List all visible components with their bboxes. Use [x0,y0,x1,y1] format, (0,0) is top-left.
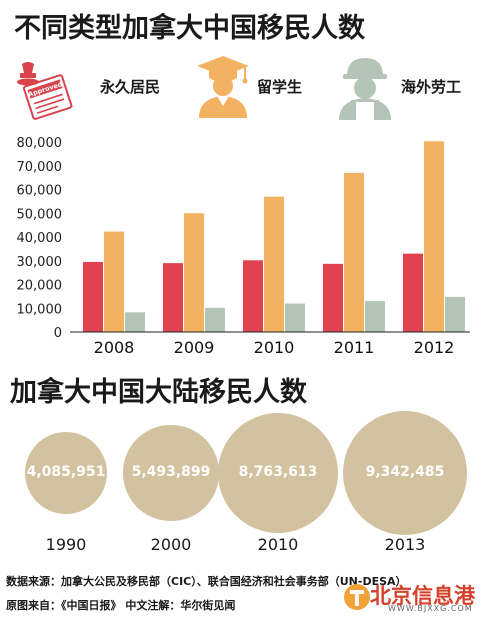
bubble-value-label: 9,342,485 [365,464,445,480]
y-tick-label: 50,000 [17,207,63,222]
bar-2010-series-0 [243,260,263,332]
y-tick-label: 60,000 [17,184,63,199]
bar-chart: 0 10,000 20,000 30,000 40,000 50,000 60,000 70,… [17,136,470,357]
bubble-2013 [343,411,467,535]
bar-2012-series-0 [403,253,423,332]
bar-2012-series-1 [424,141,444,332]
watermark-url: WWW.BJXXG.COM [388,604,473,613]
bubble-year-label: 1990 [45,535,87,554]
bar-2008-series-0 [83,261,103,332]
bubble-2000 [123,425,219,521]
x-tick-label: 2010 [254,338,295,357]
stamp-document-icon: Approved [17,62,73,120]
bar-2011-series-0 [323,263,343,332]
bubble-value-label: 4,085,951 [26,464,106,480]
section-title: 加拿大中国大陆移民人数 [10,377,307,408]
bar-2010-series-1 [264,196,284,332]
y-tick-label: 70,000 [17,160,63,175]
bubble-year-label: 2000 [150,535,192,554]
graduate-icon [197,56,249,118]
bubble-value-label: 5,493,899 [131,464,211,480]
bar-2011-series-1 [344,172,364,332]
y-tick-label: 30,000 [17,255,63,270]
x-tick-label: 2012 [414,338,455,357]
page-title: 不同类型加拿大中国移民人数 [14,13,365,44]
bubble-2010 [217,412,339,534]
bar-2012-series-2 [445,296,465,332]
source-credit: 原图来自：《中国日报》 中文注解：华尔街见闻 [6,599,236,612]
bubble-year-label: 2010 [257,535,299,554]
x-tick-label: 2008 [94,338,135,357]
bar-2009-series-1 [184,213,204,332]
x-tick-label: 2009 [174,338,215,357]
bar-2008-series-1 [104,231,124,332]
y-tick-label: 10,000 [17,302,63,317]
legend-item-foreign-worker: 海外劳工 [337,58,492,120]
watermark-logo: 北京信息港 WWW.BJXXG.COM [340,578,490,618]
worker-helmet-icon [339,58,391,120]
legend-label: 永久居民 [100,78,161,96]
logo-icon [344,584,370,610]
legend-label: 海外劳工 [401,78,462,96]
y-tick-label: 40,000 [17,231,63,246]
bubble-year-label: 2013 [384,535,426,554]
bar-2011-series-2 [365,301,385,332]
y-tick-label: 0 [54,326,62,341]
y-tick-label: 20,000 [17,279,63,294]
legend-label: 留学生 [257,78,303,96]
source-note: 数据来源：加拿大公民及移民部（CIC）、联合国经济和社会事务部（UN-DESA） [6,575,407,588]
legend-item-international-student: 留学生 [195,56,345,120]
bar-2008-series-2 [125,312,145,332]
bubble-value-label: 8,763,613 [238,464,318,480]
bar-2009-series-2 [205,307,225,332]
x-tick-label: 2011 [334,338,375,357]
bubble-1990 [24,431,107,514]
bar-2009-series-0 [163,263,183,332]
bar-2010-series-2 [285,303,305,332]
watermark-text: 北京信息港 [370,584,475,608]
legend-item-permanent-resident: Approved 永久居民 [10,58,210,120]
y-tick-label: 80,000 [17,136,63,151]
